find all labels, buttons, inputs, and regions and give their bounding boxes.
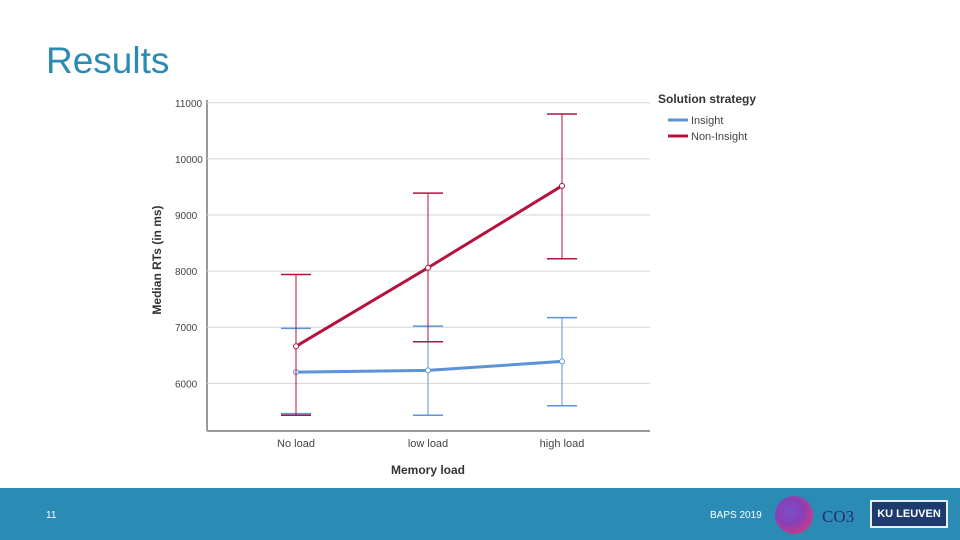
series-group [281,113,577,417]
legend: Solution strategy Insight Non-Insight [658,92,756,143]
x-tick-label-1: low load [408,438,448,450]
data-point-1-1 [425,264,431,271]
legend-items: Insight Non-Insight [668,115,747,143]
y-tick-label-7000: 7000 [175,323,198,334]
data-point-0-1 [425,367,431,374]
y-tick-label-11000: 11000 [175,99,203,110]
x-axis-label: Memory load [391,463,465,477]
x-tick-label-0: No load [277,438,315,450]
co3-blob [775,496,813,534]
data-point-0-2 [559,358,565,365]
data-point-1-0 [293,343,299,350]
y-tick-labels: 6000 7000 8000 9000 10000 11000 [175,99,203,391]
slide-number: 11 [46,510,57,521]
legend-title: Solution strategy [658,92,756,106]
data-point-1-2 [559,182,565,189]
x-tick-labels: No load low load high load [277,438,584,450]
legend-label-0: Insight [691,115,723,127]
series-1 [281,113,577,417]
y-axis-label: Median RTs (in ms) [150,205,164,314]
slide-title: Results [46,40,170,81]
y-tick-label-10000: 10000 [175,155,203,166]
legend-label-1: Non-Insight [691,131,747,143]
event-label: BAPS 2019 [710,510,762,521]
co3-logo: CO3 [775,496,854,534]
y-tick-label-9000: 9000 [175,211,198,222]
footer-bar: 11 BAPS 2019 CO3 KU LEUVEN [0,488,960,540]
x-tick-label-2: high load [540,438,585,450]
y-tick-label-6000: 6000 [175,379,198,390]
y-tick-label-8000: 8000 [175,267,198,278]
co3-text: CO3 [822,507,854,526]
ku-leuven-logo: KU LEUVEN [870,500,948,528]
